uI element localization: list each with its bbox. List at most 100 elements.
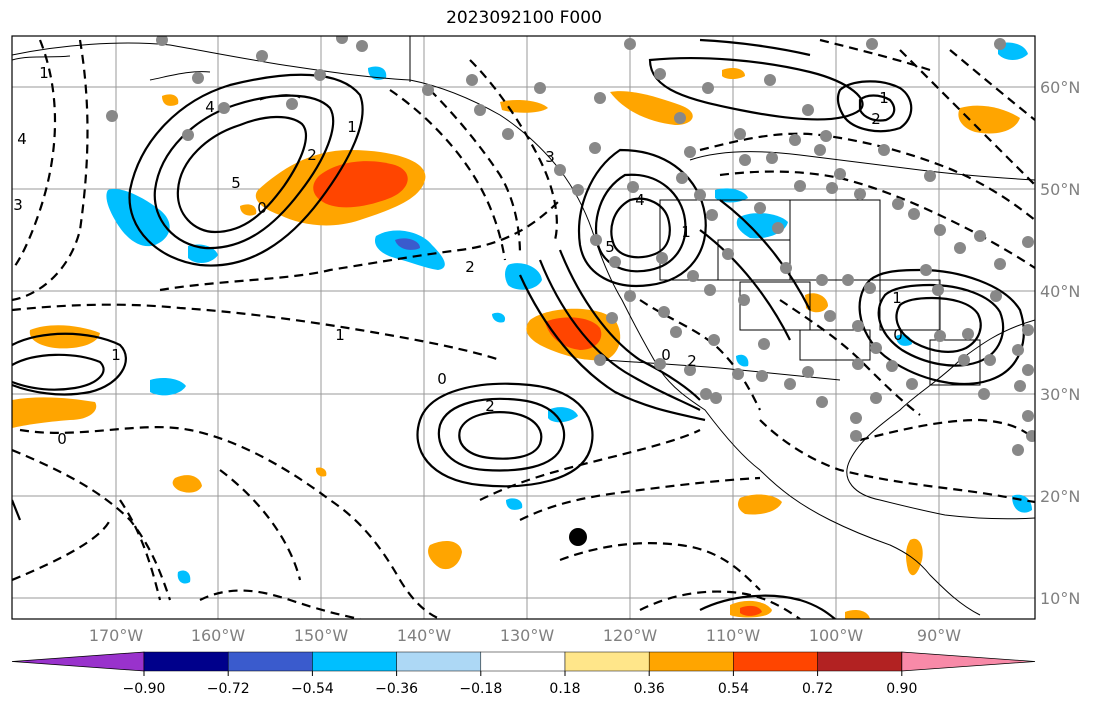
longitude-tick-label: 170°W	[89, 626, 144, 645]
contour-value-label: 5	[605, 238, 615, 256]
contour-value-label: 0	[57, 430, 67, 448]
plot-border	[11, 35, 1036, 620]
shade-orange	[737, 494, 782, 515]
shade-blue	[106, 189, 170, 247]
longitude-tick-label: 130°W	[500, 626, 555, 645]
shade-blue	[715, 188, 748, 203]
contour-value-label: 4	[17, 130, 27, 148]
contour-value-label: 5	[231, 174, 241, 192]
border-mexico	[599, 359, 841, 381]
shade-orange	[162, 94, 179, 106]
colorbar-tick-label: 0.18	[549, 681, 580, 697]
shade-blue	[506, 498, 523, 510]
contour-value-label: 0	[257, 199, 267, 217]
colorbar-tick-label: 0.90	[886, 681, 917, 697]
colorbar-tick-label: −0.36	[375, 681, 418, 697]
longitude-tick-label: 150°W	[294, 626, 349, 645]
shade-orange	[610, 91, 693, 125]
colorbar-extend-max	[901, 651, 1036, 672]
shade-orange	[172, 475, 202, 493]
contour-value-label: 4	[635, 191, 645, 209]
contour-value-label: 0	[661, 346, 671, 364]
shade-blue	[998, 42, 1028, 60]
contour-value-label: 1	[347, 118, 357, 136]
anomaly-shading	[12, 42, 1032, 619]
longitude-tick-label: 120°W	[603, 626, 658, 645]
shade-orange	[12, 397, 97, 428]
colorbar-bin	[564, 651, 650, 672]
shade-darkblue	[395, 238, 420, 250]
colorbar-bin	[648, 651, 734, 672]
colorbar-bin	[227, 651, 313, 672]
colorbar-tick-label: −0.90	[123, 681, 166, 697]
contour-value-label: 1	[892, 289, 902, 307]
contour-value-label: 1	[879, 89, 889, 107]
longitude-axis: 170°W 160°W 150°W 140°W 130°W 120°W 110°W 100°W…	[89, 626, 961, 645]
shade-blue	[150, 378, 186, 396]
shade-blue	[548, 407, 578, 423]
colorbar-bin	[817, 651, 903, 672]
shade-blue	[492, 312, 506, 323]
contour-value-label: 4	[205, 98, 215, 116]
shade-orange	[805, 293, 828, 313]
coastlines	[12, 36, 1035, 616]
latitude-tick-label: 20°N	[1040, 487, 1080, 506]
colorbar-tick-label: 0.36	[634, 681, 665, 697]
colorbar-tick-label: −0.18	[459, 681, 502, 697]
shade-orange	[428, 540, 462, 570]
contour-value-label: 2	[485, 397, 495, 415]
longitude-tick-label: 140°W	[397, 626, 452, 645]
shade-orange	[958, 105, 1020, 134]
colorbar-bin	[480, 651, 566, 672]
coastline-pacific	[12, 42, 981, 616]
shade-orange	[240, 204, 257, 216]
colorbar-tick-label: −0.54	[291, 681, 334, 697]
station-markers	[106, 36, 1035, 456]
contour-value-label: 3	[545, 148, 555, 166]
colorbar-tick-label: 0.72	[802, 681, 833, 697]
shade-orange	[29, 325, 101, 349]
latitude-tick-label: 10°N	[1040, 589, 1080, 608]
contour-value-label: 1	[681, 223, 691, 241]
contour-value-label: 1	[39, 64, 49, 82]
colorbar-extend-min	[11, 651, 145, 672]
map-title: 2023092100 F000	[446, 8, 602, 28]
latitude-tick-label: 50°N	[1040, 180, 1080, 199]
shade-red	[740, 605, 762, 616]
contour-value-label: 2	[465, 258, 475, 276]
contour-value-label: 3	[13, 196, 23, 214]
colorbar-tick-label: 0.54	[718, 681, 749, 697]
colorbar-bin	[396, 651, 482, 672]
longitude-tick-label: 160°W	[191, 626, 246, 645]
colorbar-tick-label: −0.72	[207, 681, 250, 697]
colorbar-bin	[312, 651, 397, 672]
contour-value-label: 0	[893, 326, 903, 344]
latitude-tick-label: 40°N	[1040, 282, 1080, 301]
contour-value-label: 0	[437, 370, 447, 388]
shade-blue	[177, 570, 191, 584]
contour-value-label: 2	[307, 146, 317, 164]
latitude-axis: 60°N 50°N 40°N 30°N 20°N 10°N	[1040, 78, 1080, 608]
latitude-tick-label: 60°N	[1040, 78, 1080, 97]
graticule	[12, 36, 1035, 619]
latitude-tick-label: 30°N	[1040, 385, 1080, 404]
shade-orange	[500, 100, 548, 113]
border-canada	[689, 151, 1035, 181]
shade-orange	[315, 467, 327, 477]
shade-blue	[374, 230, 445, 270]
colorbar-bin	[733, 651, 818, 672]
colorbar-bin	[143, 651, 229, 672]
negative-contours	[12, 38, 1035, 619]
longitude-tick-label: 110°W	[706, 626, 761, 645]
shade-orange	[905, 538, 923, 576]
shade-blue	[736, 354, 749, 367]
shade-orange	[845, 610, 870, 619]
contour-value-label: 2	[687, 352, 697, 370]
contour-value-label: 2	[871, 110, 881, 128]
shade-red	[313, 161, 408, 208]
shade-orange	[722, 68, 745, 79]
contour-value-label: 1	[335, 326, 345, 344]
center-marker	[569, 528, 587, 546]
